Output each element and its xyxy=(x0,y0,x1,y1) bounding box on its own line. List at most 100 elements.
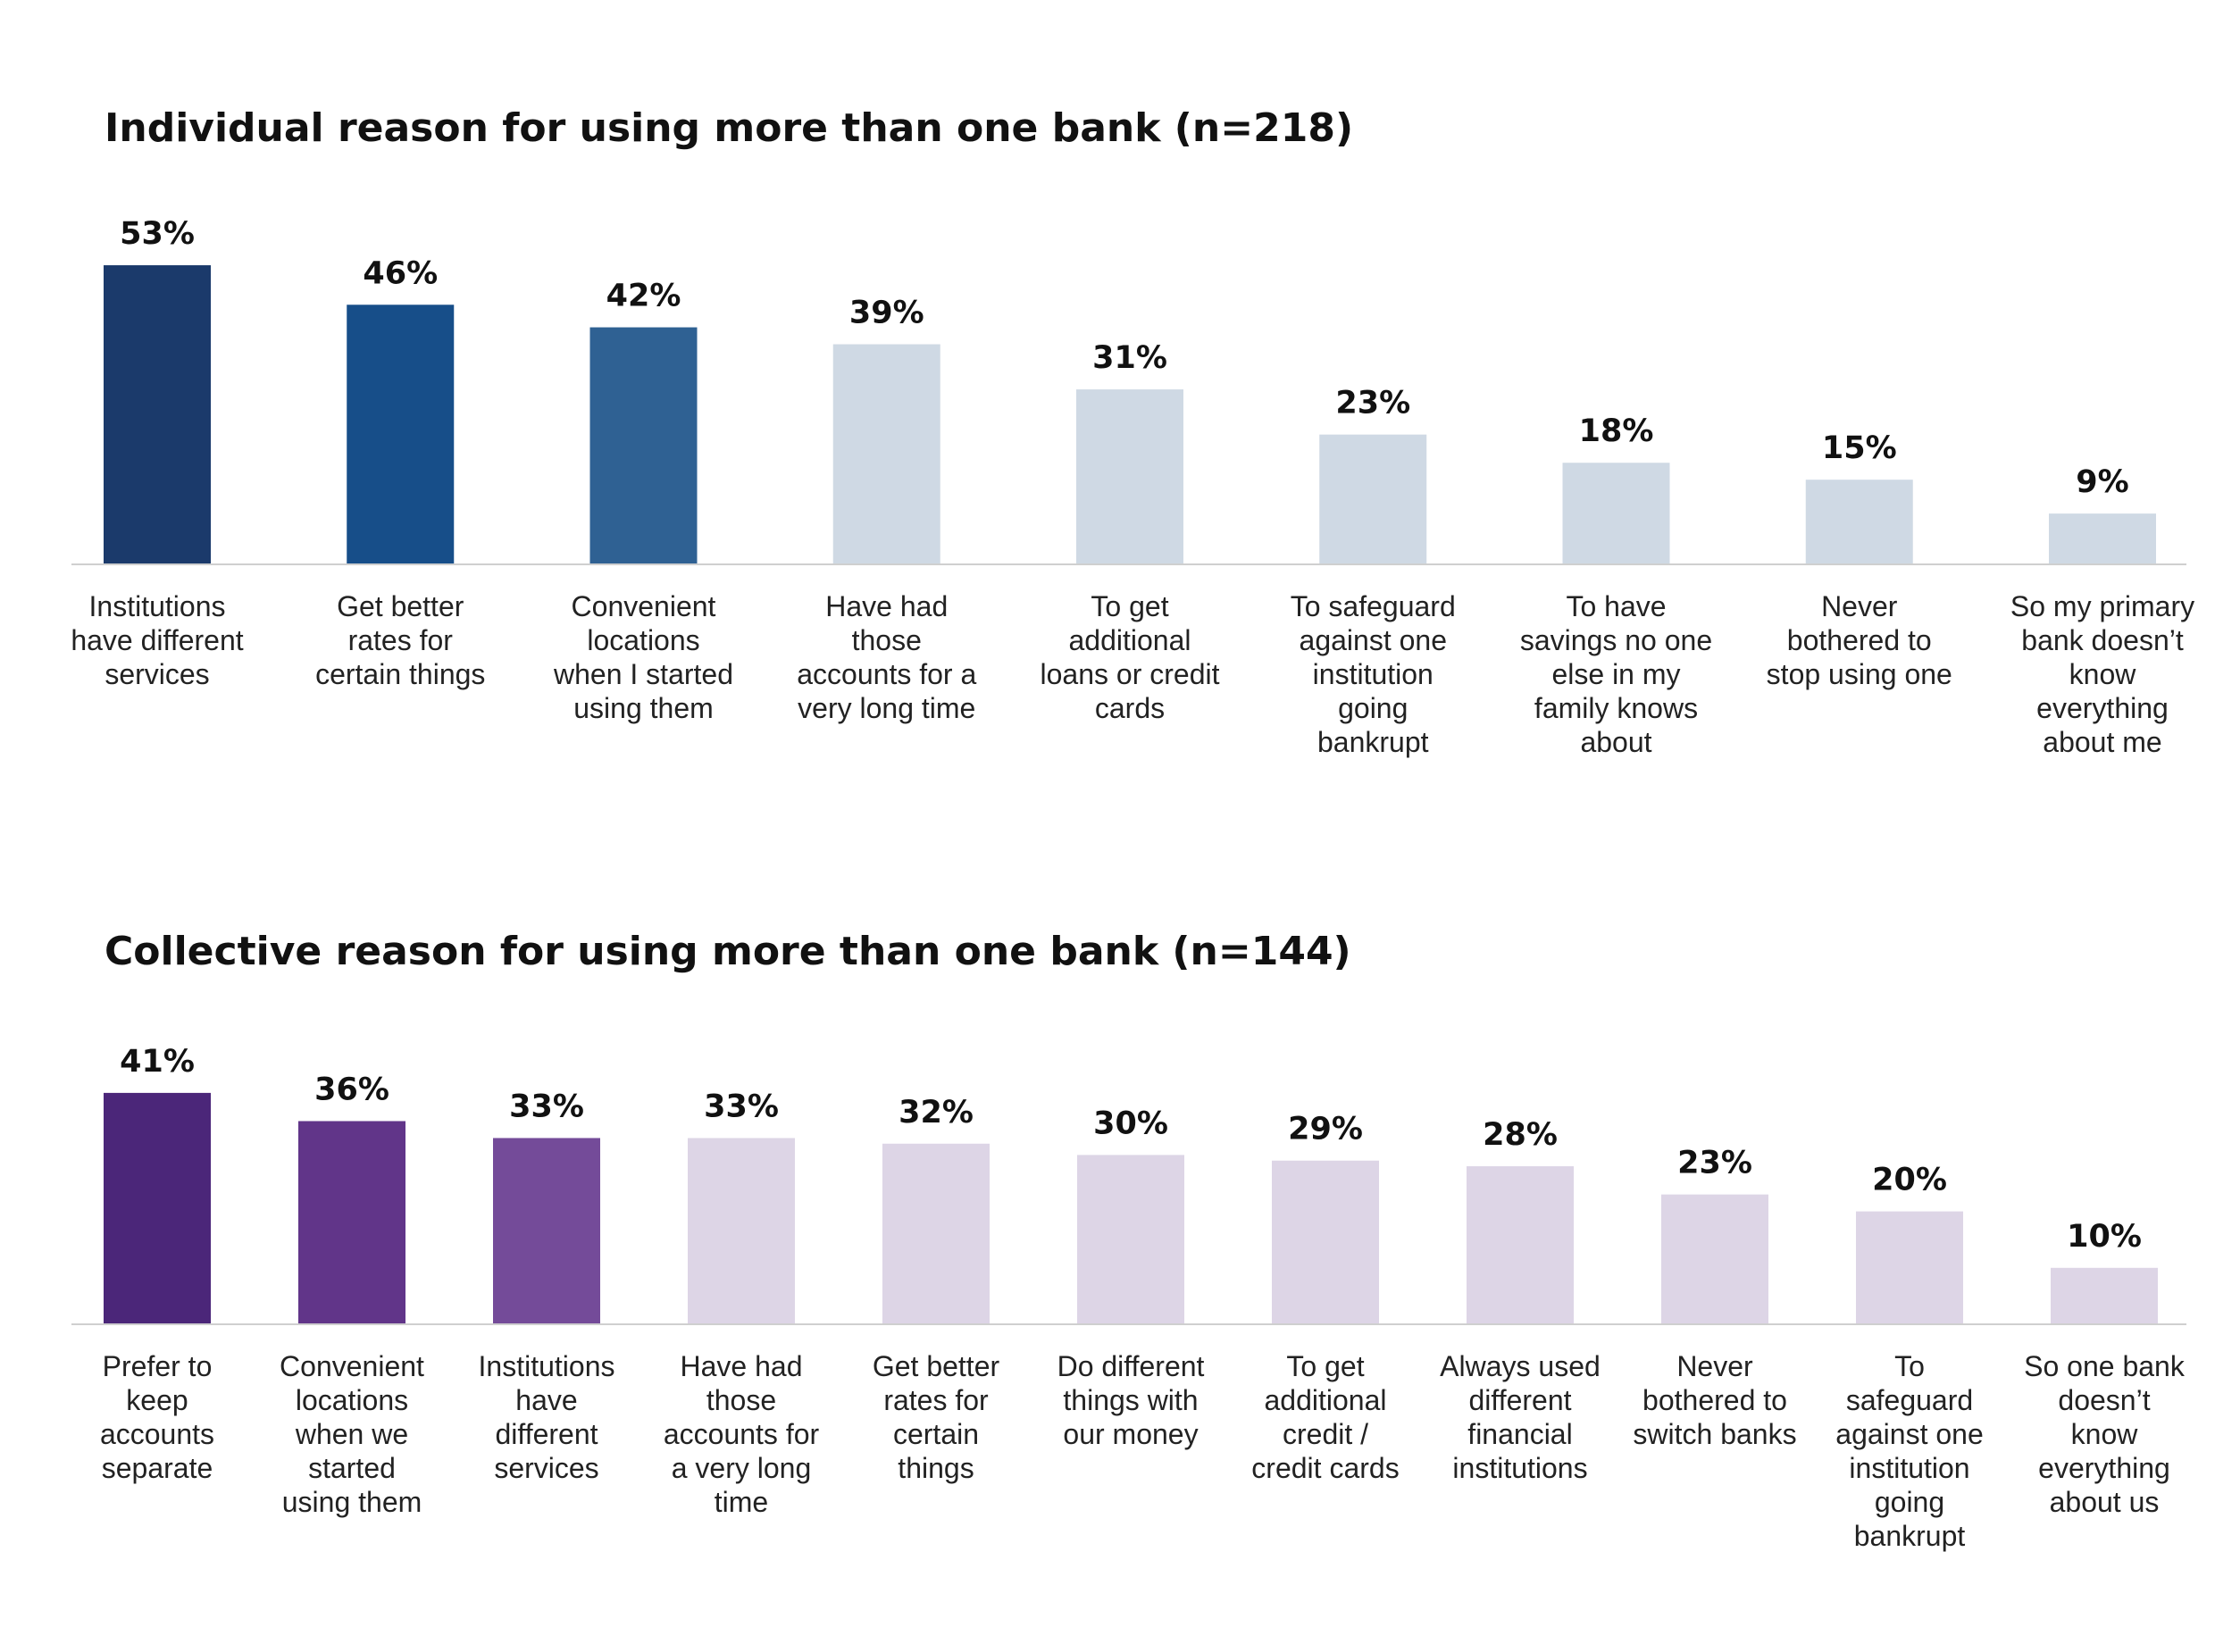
bar-group: 53% 46% 42% 39% 31% 23% 18% 15% 9% xyxy=(104,216,2156,564)
category-label-line: certain xyxy=(893,1418,979,1450)
value-label: 20% xyxy=(1872,1163,1947,1198)
bar xyxy=(1319,434,1427,564)
category-label-line: Never xyxy=(1676,1350,1753,1382)
category-label-line: things with xyxy=(1063,1384,1198,1416)
category-label-line: services xyxy=(494,1452,598,1484)
category-label-line: To get xyxy=(1091,590,1168,622)
category-label-line: everything xyxy=(2038,1452,2170,1484)
bar xyxy=(104,1092,211,1324)
category-label-line: Prefer to xyxy=(103,1350,213,1382)
category-label-line: rates for xyxy=(348,624,454,656)
category-label-line: institution xyxy=(1313,658,1433,690)
category-label-line: Always used xyxy=(1440,1350,1601,1382)
category-label-line: have xyxy=(515,1384,577,1416)
bar xyxy=(298,1121,405,1324)
bar-group: 41% 36% 33% 33% 32% 30% 29% 28% 23% 20% 10% xyxy=(104,1044,2158,1324)
category-label-line: To safeguard xyxy=(1291,590,1456,622)
category-label-line: Have had xyxy=(825,590,948,622)
category-label-line: additional xyxy=(1069,624,1191,656)
category-label-line: financial xyxy=(1467,1418,1572,1450)
value-label: 30% xyxy=(1093,1106,1168,1141)
category-label-line: going xyxy=(1875,1486,1944,1518)
category-label-line: Never xyxy=(1821,590,1898,622)
value-label: 36% xyxy=(314,1072,389,1107)
category-label-line: stop using one xyxy=(1767,658,1952,690)
value-label: 41% xyxy=(120,1044,195,1080)
category-label-line: different xyxy=(1468,1384,1571,1416)
bar xyxy=(589,327,698,564)
category-label: Do different things with our money xyxy=(1057,1350,1205,1450)
category-label-line: rates for xyxy=(883,1384,989,1416)
bar xyxy=(2051,1267,2158,1324)
category-label-line: Convenient xyxy=(572,590,716,622)
category-label-line: additional xyxy=(1265,1384,1387,1416)
category-label-group: Prefer to keep accounts separate Convenient l… xyxy=(100,1350,2186,1552)
category-label-line: going xyxy=(1338,692,1408,724)
value-label: 33% xyxy=(704,1089,779,1124)
category-label-line: switch banks xyxy=(1633,1418,1796,1450)
category-label-line: about xyxy=(1580,726,1651,758)
bar xyxy=(1805,480,1913,564)
category-label-line: time xyxy=(715,1486,768,1518)
bar xyxy=(688,1138,795,1324)
category-label-line: Institutions xyxy=(89,590,226,622)
category-label: So one bank doesn’t know everything about us xyxy=(2024,1350,2186,1518)
category-label: Institutions have different services xyxy=(71,590,243,690)
category-label-line: To get xyxy=(1286,1350,1364,1382)
category-label-line: about me xyxy=(2043,726,2161,758)
category-label-line: different xyxy=(495,1418,598,1450)
bar xyxy=(104,265,211,564)
bar xyxy=(347,305,455,564)
value-label: 23% xyxy=(1677,1146,1752,1181)
value-label: 39% xyxy=(849,296,924,331)
category-label-line: have different xyxy=(71,624,243,656)
value-label: 31% xyxy=(1092,340,1167,376)
bar xyxy=(1077,1155,1184,1324)
bar xyxy=(1661,1194,1768,1324)
category-label-line: Get better xyxy=(873,1350,1000,1382)
category-label-line: So one bank xyxy=(2024,1350,2186,1382)
category-label-line: accounts for a xyxy=(797,658,976,690)
value-label: 29% xyxy=(1288,1112,1363,1147)
category-label-line: bank doesn’t xyxy=(2021,624,2184,656)
category-label-line: else in my xyxy=(1551,658,1680,690)
category-label-line: everything xyxy=(2036,692,2169,724)
category-label-line: very long time xyxy=(798,692,975,724)
category-label-line: institutions xyxy=(1452,1452,1587,1484)
individual-reasons-chart: Individual reason for using more than on… xyxy=(71,105,2194,758)
category-label-line: when we xyxy=(295,1418,408,1450)
category-label-line: locations xyxy=(296,1384,408,1416)
category-label-line: using them xyxy=(573,692,714,724)
value-label: 53% xyxy=(120,216,195,252)
category-label-line: To have xyxy=(1566,590,1666,622)
category-label-line: using them xyxy=(282,1486,422,1518)
category-label-line: To xyxy=(1894,1350,1925,1382)
category-label: To have savings no one else in my family kn… xyxy=(1520,590,1712,758)
category-label-line: Get better xyxy=(337,590,464,622)
bar xyxy=(1076,389,1183,564)
value-label: 46% xyxy=(363,255,438,291)
category-label: Always used different financial institution… xyxy=(1440,1350,1601,1484)
category-label-line: doesn’t xyxy=(2058,1384,2150,1416)
category-label: Have had those accounts for a very long time xyxy=(664,1350,820,1518)
category-label: To get additional credit / credit cards xyxy=(1251,1350,1399,1484)
category-label: Never bothered to stop using one xyxy=(1767,590,1952,690)
chart-title: Individual reason for using more than on… xyxy=(104,105,1353,151)
value-label: 32% xyxy=(899,1095,974,1131)
category-label-line: about us xyxy=(2050,1486,2160,1518)
category-label-line: cards xyxy=(1095,692,1165,724)
category-label-line: credit / xyxy=(1283,1418,1368,1450)
category-label-line: Have had xyxy=(681,1350,803,1382)
category-label-line: So my primary xyxy=(2010,590,2194,622)
category-label-line: savings no one xyxy=(1520,624,1712,656)
category-label-line: safeguard xyxy=(1846,1384,1973,1416)
category-label-line: those xyxy=(706,1384,776,1416)
category-label: Convenient locations when I started using t… xyxy=(553,590,733,724)
category-label-line: bankrupt xyxy=(1854,1520,1966,1552)
category-label-line: services xyxy=(104,658,209,690)
category-label-line: those xyxy=(852,624,922,656)
category-label-line: loans or credit xyxy=(1041,658,1220,690)
category-label-line: accounts xyxy=(100,1418,214,1450)
